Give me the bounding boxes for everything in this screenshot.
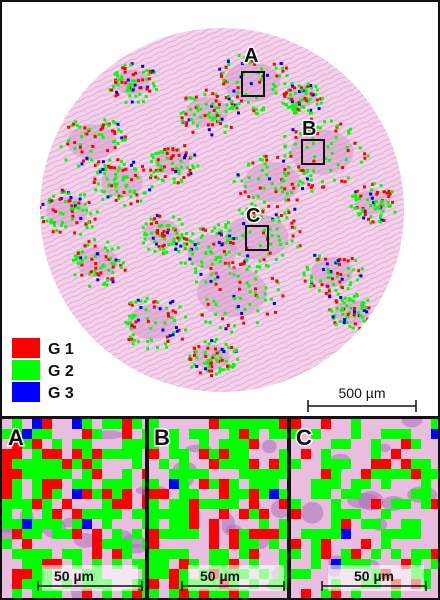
legend: G 1 G 2 G 3: [12, 338, 74, 402]
tissue-core-image: A B C G 1 G 2 G 3 500 µm: [12, 28, 417, 412]
legend-swatch-g1: [12, 338, 40, 358]
legend-label-g3: G 3: [48, 385, 74, 402]
region-box-c: [245, 225, 269, 251]
legend-swatch-g2: [12, 360, 40, 380]
legend-label-g2: G 2: [48, 363, 74, 380]
inset-scale-label-c: 50 µm: [354, 568, 394, 584]
inset-separator-2: [287, 419, 291, 598]
main-scale-bar: 500 µm: [307, 385, 417, 412]
inset-strip: A B C 50 µm 50 µm 50 µm: [2, 419, 438, 598]
inset-label-a: A: [8, 425, 24, 450]
main-scale-label: 500 µm: [339, 385, 386, 401]
region-box-b: [301, 139, 325, 165]
inset-scale-b: 50 µm: [181, 565, 285, 591]
inset-scale-label-b: 50 µm: [200, 568, 240, 584]
panel-divider: [2, 416, 438, 419]
legend-label-g1: G 1: [48, 341, 74, 358]
inset-scale-label-a: 50 µm: [54, 568, 94, 584]
legend-swatch-g3: [12, 382, 40, 402]
region-label-c: C: [246, 205, 260, 227]
tissue-overview-panel: A B C G 1 G 2 G 3 500 µm: [2, 2, 438, 416]
inset-label-b: B: [154, 425, 170, 450]
region-label-b: B: [302, 118, 316, 140]
inset-separator-1: [145, 419, 149, 598]
region-box-a: [241, 71, 265, 97]
tissue-core: [40, 28, 404, 392]
region-label-a: A: [244, 45, 258, 67]
inset-scale-c: 50 µm: [321, 565, 427, 591]
inset-label-c: C: [296, 425, 312, 450]
inset-scale-a: 50 µm: [37, 565, 143, 591]
